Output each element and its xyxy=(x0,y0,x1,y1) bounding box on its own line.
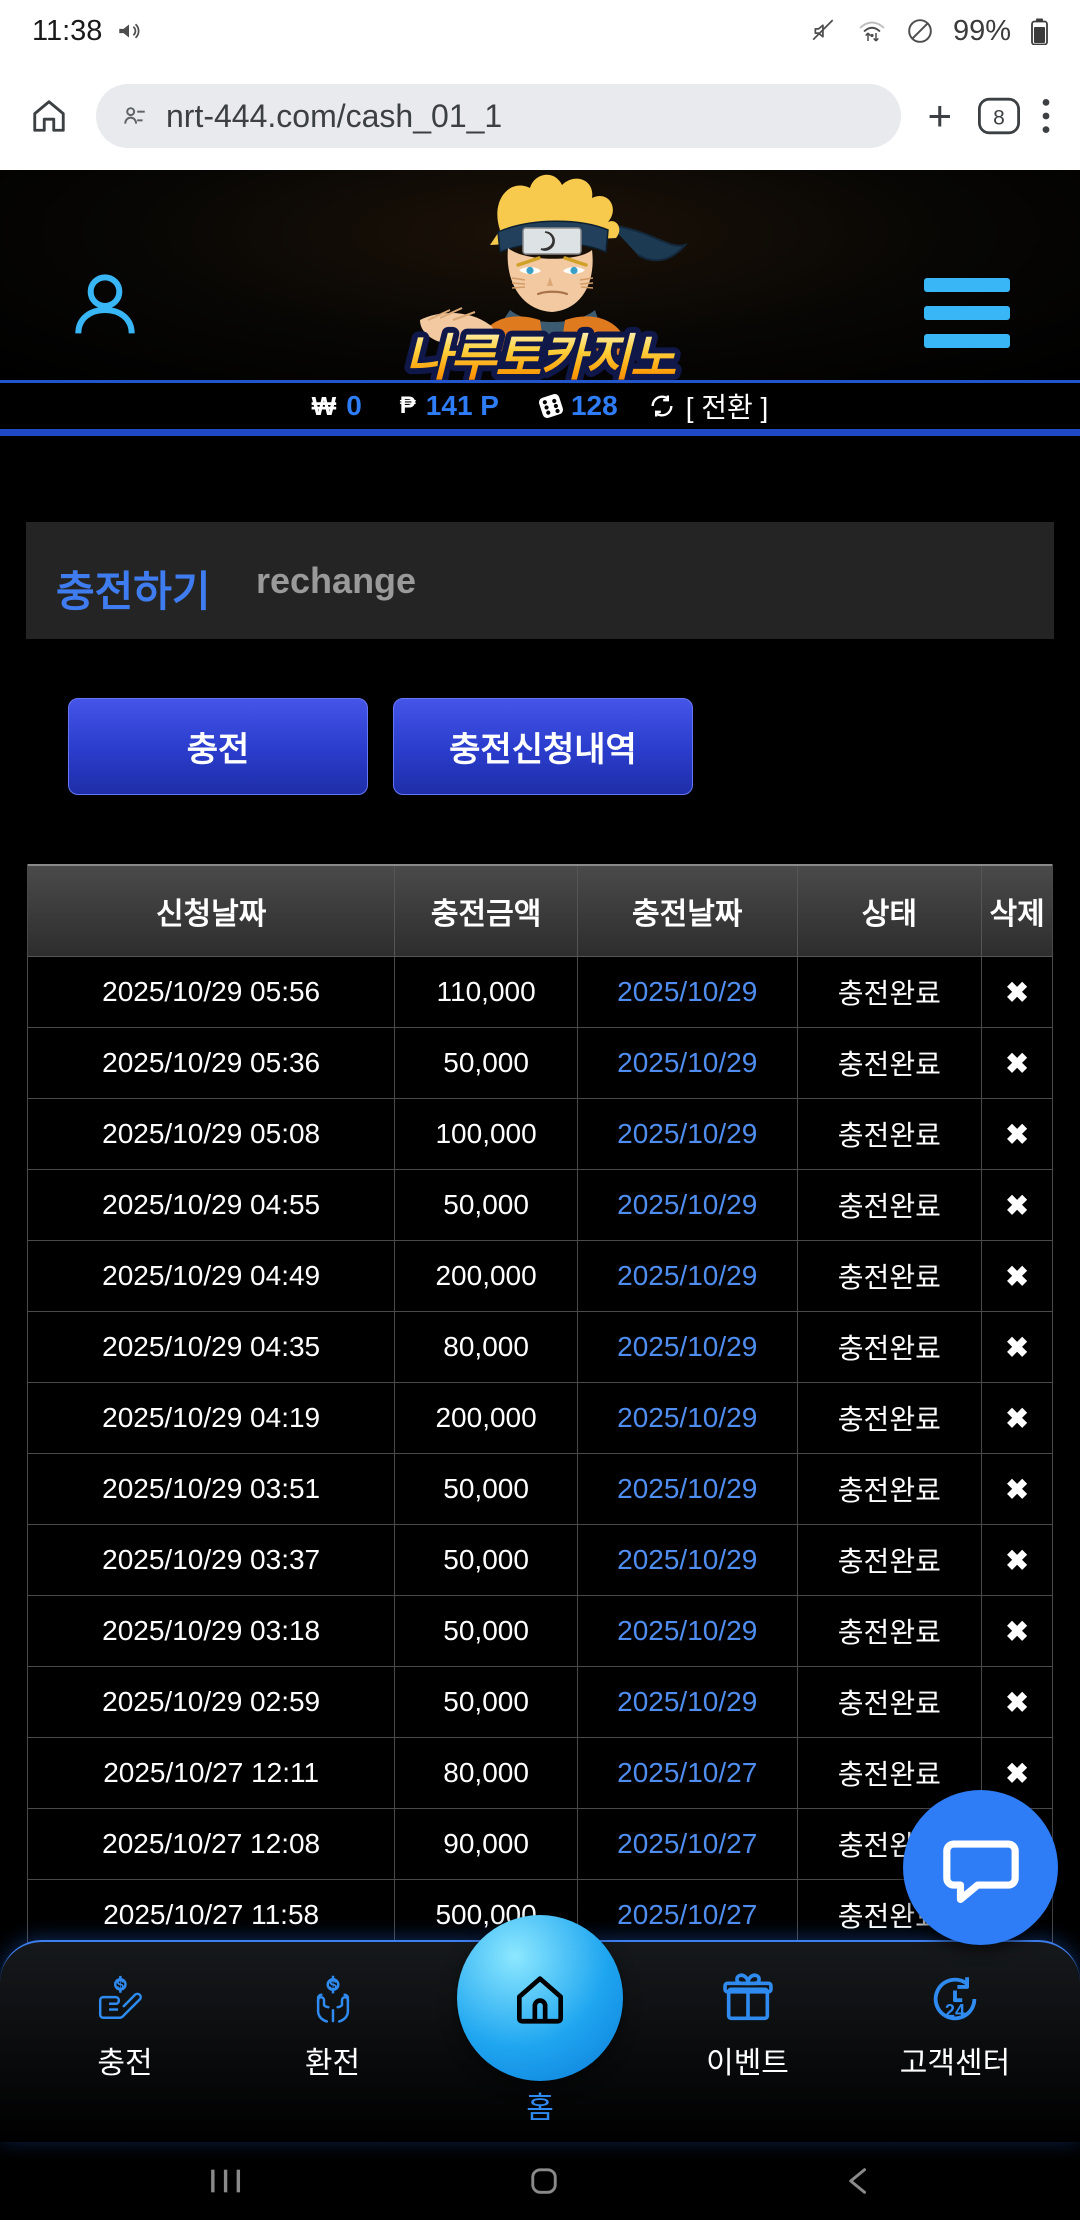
svg-text:$: $ xyxy=(117,1977,125,1992)
svg-text:24: 24 xyxy=(945,2001,965,2021)
svg-text:$: $ xyxy=(329,1977,337,1993)
svg-text:8: 8 xyxy=(993,106,1005,129)
svg-text:나루토카지노: 나루토카지노 xyxy=(405,330,676,383)
